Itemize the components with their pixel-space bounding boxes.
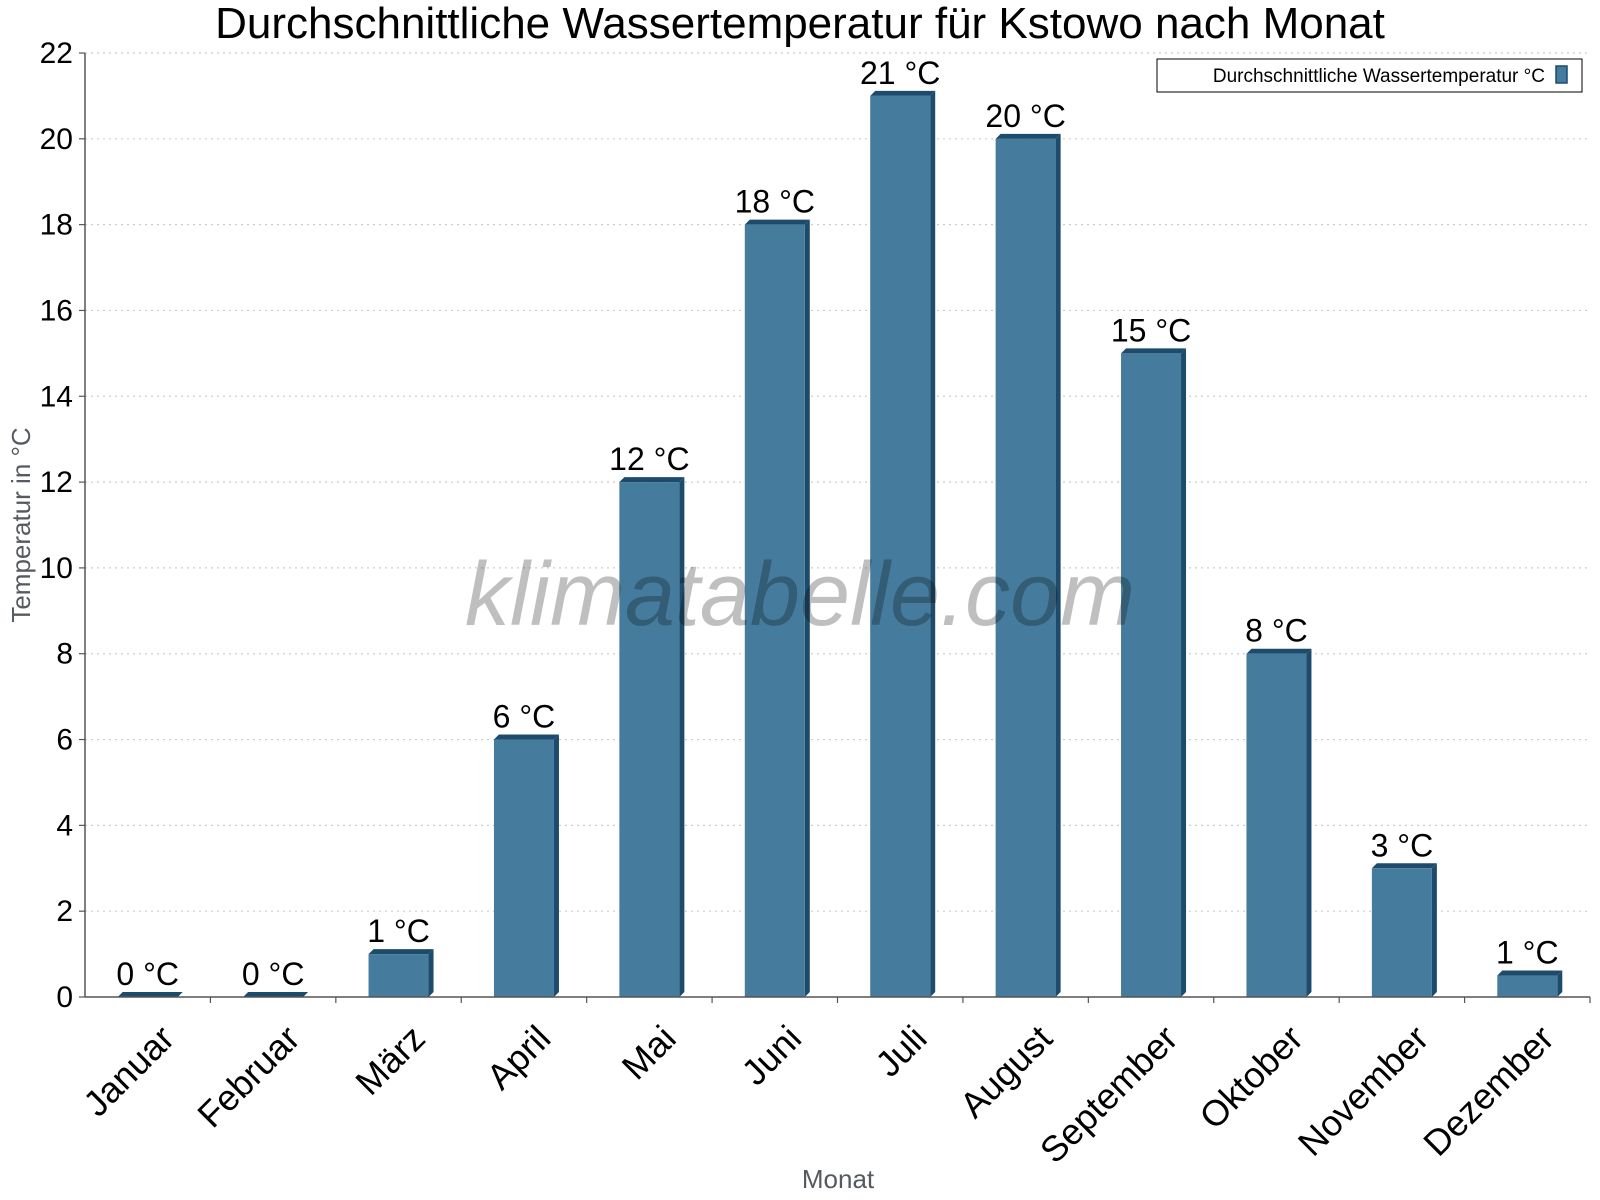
data-label: 3 °C: [1371, 827, 1434, 863]
watermark: klimatabelle.com: [465, 545, 1135, 645]
bar: [1497, 970, 1563, 997]
bar: [1246, 648, 1312, 997]
legend-box: [1156, 58, 1583, 93]
bar-side: [1557, 970, 1563, 997]
y-tick-label: 14: [40, 380, 73, 413]
bar-top: [1497, 970, 1563, 976]
bar: [493, 734, 559, 997]
bar-top: [1121, 348, 1187, 354]
bar-side: [1055, 133, 1061, 997]
x-axis-label: Monat: [802, 1164, 875, 1194]
y-tick-label: 8: [56, 638, 73, 671]
data-label: 12 °C: [609, 441, 689, 477]
bar-top: [368, 949, 434, 955]
bar-top: [1371, 863, 1437, 869]
y-axis-label: Temperatur in °C: [6, 427, 36, 622]
data-label: 18 °C: [735, 184, 815, 220]
bar: [117, 992, 183, 997]
bar-top: [243, 992, 309, 997]
y-tick-label: 0: [56, 981, 73, 1014]
data-label: 8 °C: [1245, 613, 1308, 649]
bar-front: [995, 138, 1056, 997]
data-label: 1 °C: [1496, 935, 1559, 971]
x-tick-label: Dezember: [1415, 1017, 1561, 1163]
bar-front: [493, 739, 554, 997]
y-tick-label: 22: [40, 37, 73, 70]
bar-side: [1431, 863, 1437, 997]
x-tick-label: Januar: [75, 1017, 182, 1124]
bar-top: [493, 734, 559, 740]
data-label: 0 °C: [242, 956, 305, 992]
bar: [1121, 348, 1187, 997]
bar-top: [995, 133, 1061, 139]
y-tick-label: 10: [40, 552, 73, 585]
legend-label: Durchschnittliche Wassertemperatur °C: [1213, 66, 1545, 87]
x-tick-label: März: [347, 1017, 433, 1103]
grid-lines: [85, 52, 1590, 912]
x-tick-label: November: [1290, 1017, 1436, 1163]
y-tick-label: 16: [40, 294, 73, 327]
bar-front: [368, 954, 429, 997]
bar-side: [1181, 348, 1187, 997]
bar-top: [744, 219, 810, 225]
bar-front: [1246, 653, 1307, 997]
bar: [243, 992, 309, 997]
y-tick-label: 2: [56, 895, 73, 928]
y-tick-label: 18: [40, 209, 73, 242]
x-tick-label: April: [478, 1017, 558, 1097]
data-label: 20 °C: [985, 98, 1065, 134]
bar: [870, 90, 936, 998]
bar-side: [553, 734, 559, 997]
x-tick-label: Oktober: [1191, 1017, 1311, 1137]
bar-front: [744, 224, 805, 998]
x-tick-label: August: [952, 1017, 1060, 1125]
y-tick-label: 6: [56, 724, 73, 757]
bar-side: [930, 90, 936, 998]
legend: Durchschnittliche Wassertemperatur °C: [1156, 58, 1583, 93]
bar: [1371, 863, 1437, 997]
bar: [744, 219, 810, 998]
y-tick-label: 4: [56, 809, 73, 842]
bar-side: [1306, 648, 1312, 997]
x-tick-label: Mai: [614, 1017, 684, 1087]
bar-top: [870, 90, 936, 96]
data-label: 1 °C: [367, 913, 430, 949]
x-tick-label: Februar: [189, 1017, 307, 1135]
bar-side: [804, 219, 810, 998]
x-tick-label: Juli: [867, 1017, 934, 1084]
bar: [619, 477, 685, 997]
data-labels: 0 °C 0 °C 1 °C 6 °C 12 °C 18 °C 21 °C 20 °C 15 °…: [116, 55, 1558, 992]
bar-side: [428, 949, 434, 997]
bar-front: [1121, 353, 1182, 997]
bar-front: [1371, 868, 1432, 997]
chart-title: Durchschnittliche Wassertemperatur für K…: [215, 0, 1385, 48]
bar-front: [1497, 975, 1558, 997]
bar-top: [1246, 648, 1312, 654]
bar-front: [619, 482, 680, 997]
y-tick-label: 12: [40, 466, 73, 499]
data-label: 21 °C: [860, 55, 940, 91]
y-tick-label: 20: [40, 123, 73, 156]
bar: [368, 949, 434, 997]
data-label: 0 °C: [116, 956, 179, 992]
x-tick-label: September: [1032, 1017, 1186, 1171]
x-axis-ticks: Januar Februar März April Mai Juni Juli AugustS…: [75, 997, 1591, 1171]
bar-front: [870, 95, 931, 998]
bars: [117, 90, 1563, 998]
legend-swatch: [1555, 65, 1568, 84]
bar-top: [117, 992, 183, 997]
y-axis-ticks: 0 2 4 6 8 10 12 14 16 18 20 22: [40, 37, 85, 1014]
data-label: 15 °C: [1111, 312, 1191, 348]
bar-side: [679, 477, 685, 997]
bar: [995, 133, 1061, 997]
bar-top: [619, 477, 685, 483]
x-tick-label: Juni: [733, 1017, 809, 1093]
data-label: 6 °C: [493, 699, 556, 735]
